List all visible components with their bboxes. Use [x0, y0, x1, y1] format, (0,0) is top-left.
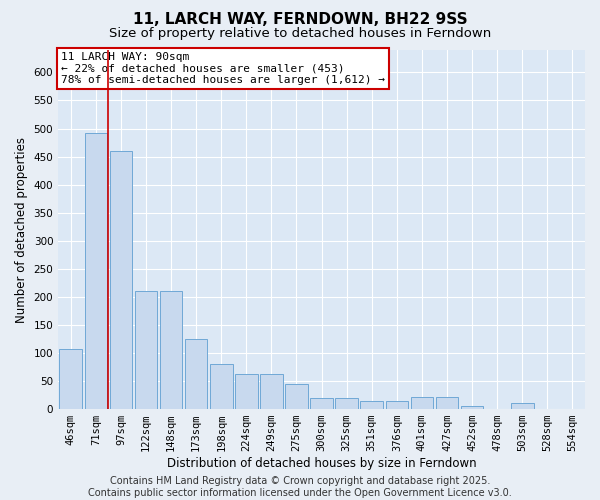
Bar [85, 133, 107, 409]
Bar [410, 396, 433, 409]
Bar [461, 406, 484, 409]
Bar [436, 396, 458, 409]
Text: 11, LARCH WAY, FERNDOWN, BH22 9SS: 11, LARCH WAY, FERNDOWN, BH22 9SS [133, 12, 467, 28]
Bar [285, 384, 308, 409]
Y-axis label: Number of detached properties: Number of detached properties [15, 136, 28, 322]
Bar [235, 374, 257, 409]
Text: Contains HM Land Registry data © Crown copyright and database right 2025.
Contai: Contains HM Land Registry data © Crown c… [88, 476, 512, 498]
Bar [260, 374, 283, 409]
Text: Size of property relative to detached houses in Ferndown: Size of property relative to detached ho… [109, 28, 491, 40]
Bar [210, 364, 233, 409]
Bar [310, 398, 333, 409]
Bar [335, 398, 358, 409]
Bar [185, 339, 208, 409]
Bar [59, 349, 82, 409]
Bar [134, 292, 157, 409]
Text: 11 LARCH WAY: 90sqm
← 22% of detached houses are smaller (453)
78% of semi-detac: 11 LARCH WAY: 90sqm ← 22% of detached ho… [61, 52, 385, 85]
Bar [361, 400, 383, 409]
X-axis label: Distribution of detached houses by size in Ferndown: Distribution of detached houses by size … [167, 457, 476, 470]
Bar [110, 151, 132, 409]
Bar [511, 404, 533, 409]
Bar [386, 400, 408, 409]
Bar [160, 292, 182, 409]
